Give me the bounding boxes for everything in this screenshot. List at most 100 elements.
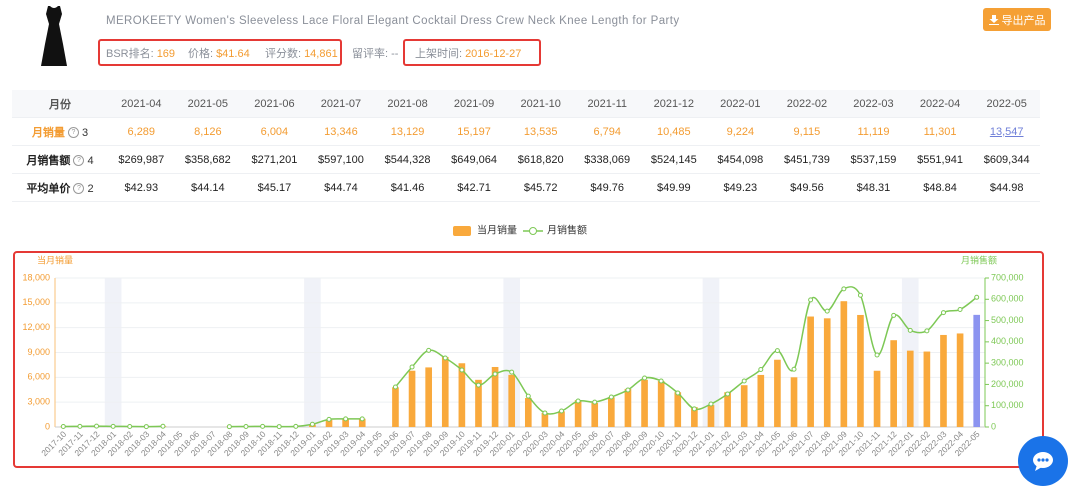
- line-point: [475, 382, 481, 388]
- cell-text: $44.14: [191, 181, 225, 194]
- row-label-text: 月销量: [31, 126, 65, 139]
- y-axis-title: 当月销量: [37, 254, 73, 265]
- header-cell: 2021-12: [640, 90, 708, 118]
- stat-value: --: [391, 48, 399, 60]
- download-icon: [988, 14, 999, 25]
- line-point: [110, 423, 116, 429]
- cell: $42.93: [108, 173, 175, 202]
- line-point: [808, 297, 814, 303]
- bar: [857, 314, 864, 427]
- line-point: [226, 424, 232, 430]
- bar: [441, 357, 449, 427]
- cell: $44.74: [307, 173, 375, 202]
- line-point: [392, 384, 398, 390]
- header-text: 2022-02: [786, 97, 828, 110]
- line-point: [160, 423, 166, 429]
- stat-value: $41.64: [216, 48, 250, 60]
- line: [394, 286, 978, 415]
- export-button[interactable]: 导出产品: [983, 8, 1051, 31]
- export-label[interactable]: 导出产品: [1001, 14, 1046, 27]
- cell: 13,547: [973, 117, 1040, 146]
- cell: $618,820: [507, 145, 574, 174]
- cell-text: $451,739: [783, 153, 830, 166]
- header-cell: 2021-08: [374, 90, 441, 118]
- line-point: [326, 416, 332, 422]
- line-point: [608, 394, 614, 400]
- cell: 8,126: [174, 117, 242, 146]
- cell: 11,119: [840, 117, 907, 146]
- line-point: [243, 423, 249, 429]
- stat: 评分数: 14,861: [265, 45, 338, 61]
- cell: 6,289: [108, 117, 175, 146]
- line-point: [974, 294, 980, 300]
- y2-tick-label: 400,000: [991, 336, 1024, 346]
- line-point: [774, 348, 780, 354]
- cell: $49.56: [773, 173, 841, 202]
- header-cell: 2021-07: [307, 90, 375, 118]
- line-point: [359, 416, 365, 422]
- line-point: [525, 393, 531, 399]
- cell-text: $48.31: [856, 181, 891, 194]
- cell-text: 13,129: [390, 125, 425, 138]
- bar: [657, 381, 665, 427]
- cell-text: $49.23: [723, 181, 758, 194]
- line-point: [260, 423, 266, 429]
- y-tick-label: 6,000: [27, 372, 50, 382]
- chart: 0 3,000 6,000 9,000 12,000 15,000 18,000 0 100,0…: [13, 224, 1044, 468]
- chat-button[interactable]: [1018, 436, 1068, 486]
- line-point: [758, 367, 764, 373]
- cell: $649,064: [440, 145, 508, 174]
- bar: [774, 359, 781, 427]
- row-count: 4: [87, 154, 94, 167]
- bar: [691, 407, 698, 427]
- bar: [574, 400, 582, 427]
- cell: $358,682: [174, 145, 242, 174]
- product-image: [36, 4, 72, 70]
- cell: $44.98: [973, 173, 1040, 202]
- bar: [641, 379, 648, 427]
- table-row: 月销量? 3 6,289 8,126 6,004 13,346 13,129 15,197 13…: [12, 117, 1040, 146]
- bar: [840, 301, 848, 427]
- data-table: 月份 2021-04 2021-05 2021-06 2021-07 2021-08 202…: [12, 90, 1040, 202]
- line-point: [492, 371, 498, 377]
- y-tick-label: 15,000: [22, 297, 50, 307]
- bar: [591, 402, 599, 427]
- cell: 15,197: [440, 117, 508, 146]
- bar: [491, 366, 499, 427]
- line-point: [426, 347, 432, 353]
- stat-label: 评分数:: [265, 48, 302, 60]
- cell: $42.71: [440, 173, 508, 202]
- bar: [823, 318, 831, 427]
- cell-text: $49.56: [790, 181, 824, 194]
- header-cell: 2022-05: [973, 90, 1040, 118]
- header-cell: 2022-04: [906, 90, 974, 118]
- bar: [458, 363, 466, 427]
- bar: [558, 411, 565, 427]
- bar: [940, 334, 947, 427]
- y-tick-label: 12,000: [22, 322, 50, 332]
- line-point: [575, 398, 581, 404]
- bar: [541, 412, 549, 427]
- bar: [890, 340, 897, 427]
- header-text: 2021-05: [187, 97, 229, 110]
- y2-tick-label: 700,000: [991, 272, 1024, 282]
- cell-text: 9,224: [726, 125, 755, 138]
- cell-text: $597,100: [318, 153, 364, 166]
- stat-value: 2016-12-27: [465, 48, 522, 60]
- bar: [724, 392, 731, 427]
- legend-label: 月销售额: [547, 224, 587, 237]
- line-point: [891, 312, 897, 318]
- cell-text: $45.72: [523, 181, 558, 194]
- y-tick-label: 9,000: [27, 347, 50, 357]
- line-point: [791, 366, 797, 372]
- bar: [757, 374, 765, 427]
- cell: $544,328: [374, 145, 441, 174]
- line-point: [625, 387, 631, 393]
- line-point: [907, 327, 913, 333]
- cell: 9,115: [773, 117, 841, 146]
- header-cell: 2022-02: [773, 90, 841, 118]
- header-cell: 2021-09: [440, 90, 508, 118]
- cell: $269,987: [108, 145, 175, 174]
- header-text: 2021-12: [653, 97, 694, 110]
- header-text: 2022-04: [919, 97, 961, 110]
